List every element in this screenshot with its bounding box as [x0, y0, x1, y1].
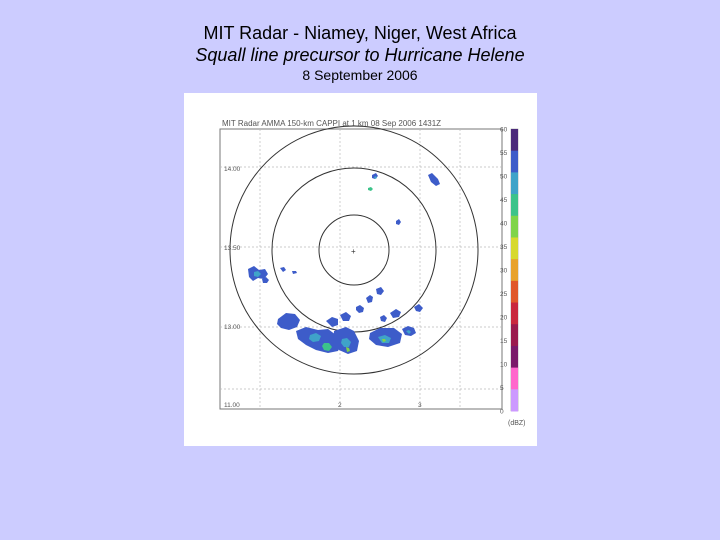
x-axis-labels: 2 3 — [338, 402, 422, 409]
colorbar-tick-label: 45 — [500, 197, 508, 204]
colorbar-swatch — [511, 259, 518, 282]
colorbar-unit: (dBZ) — [508, 420, 526, 427]
colorbar-swatch — [511, 150, 518, 173]
y-label: 14.00 — [224, 166, 241, 173]
colorbar-tick-label: 30 — [500, 268, 508, 275]
grid-lines — [220, 129, 502, 409]
radar-header: MIT Radar AMMA 150-km CAPPI at 1 km 08 S… — [222, 119, 441, 128]
colorbar-swatch — [511, 280, 518, 304]
colorbar-swatch — [511, 129, 518, 152]
plot-frame — [219, 128, 503, 410]
colorbar-tick-label: 20 — [500, 315, 508, 322]
radar-echoes — [248, 173, 440, 354]
colorbar-tick-label: 0 — [500, 409, 504, 416]
colorbar-tick-label: 55 — [500, 150, 508, 157]
colorbar-tick-label: 10 — [500, 362, 508, 369]
colorbar-swatch — [511, 302, 518, 325]
y-axis-labels: 14.00 13.50 13.00 11.00 — [224, 166, 241, 409]
colorbar-swatch — [511, 367, 518, 390]
colorbar-swatch — [511, 389, 518, 412]
colorbar-tick-label: 35 — [500, 244, 508, 251]
radar-image: MIT Radar AMMA 150-km CAPPI at 1 km 08 S… — [184, 93, 537, 446]
colorbar-tick-label: 5 — [500, 385, 504, 392]
colorbar-swatch — [511, 172, 518, 195]
colorbar-swatch — [511, 324, 518, 347]
radar-plot: MIT Radar AMMA 150-km CAPPI at 1 km 08 S… — [219, 119, 526, 428]
slide-date: 8 September 2006 — [302, 67, 418, 83]
slide-subtitle: Squall line precursor to Hurricane Helen… — [195, 45, 525, 65]
x-label: 3 — [418, 402, 422, 409]
y-label: 13.00 — [224, 324, 241, 331]
colorbar-tick-label: 15 — [500, 338, 508, 345]
colorbar-swatch — [511, 194, 518, 217]
colorbar-swatch — [511, 215, 518, 238]
y-label: 13.50 — [224, 245, 241, 252]
colorbar-tick-label: 60 — [500, 127, 508, 134]
colorbar-tick-label: 25 — [500, 291, 508, 298]
colorbar-swatch — [511, 345, 518, 369]
colorbar-tick-label: 40 — [500, 221, 508, 228]
colorbar-swatch — [511, 237, 518, 260]
slide-title: MIT Radar - Niamey, Niger, West Africa — [203, 23, 517, 43]
y-label: 11.00 — [224, 402, 240, 409]
slide-titles: MIT Radar - Niamey, Niger, West Africa S… — [0, 22, 720, 84]
radar-center-marker: + — [351, 247, 356, 256]
colorbar-tick-label: 50 — [500, 174, 508, 181]
x-label: 2 — [338, 402, 342, 409]
